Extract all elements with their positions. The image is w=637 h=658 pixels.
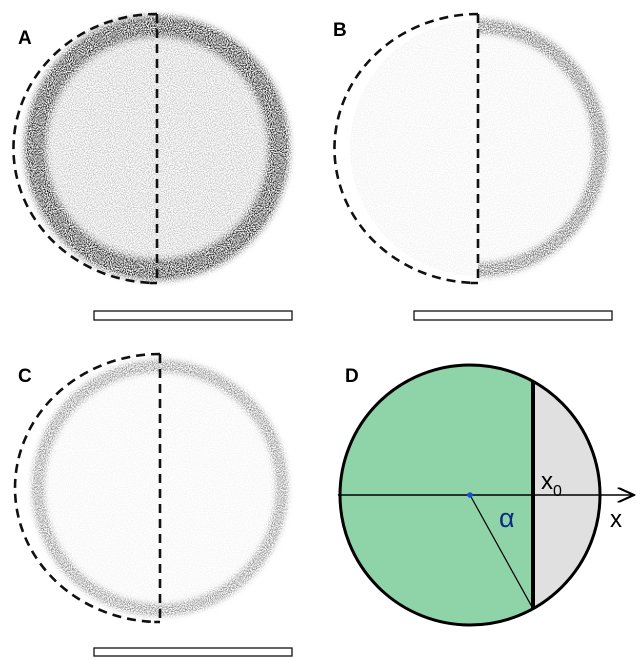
angle-label: α xyxy=(499,503,515,533)
panel-label: B xyxy=(333,20,347,41)
scale-bar xyxy=(94,311,292,320)
axis-label: x xyxy=(610,506,622,533)
micrograph-a xyxy=(29,20,285,276)
panel-b: B xyxy=(333,14,612,320)
panel-label: D xyxy=(345,366,359,387)
panel-label: C xyxy=(18,366,32,387)
micrograph-b xyxy=(350,20,606,276)
center-point xyxy=(467,492,473,498)
figure: A B C x0 α x D xyxy=(0,0,637,658)
panel-a: A xyxy=(13,14,292,320)
scale-bar xyxy=(94,648,292,656)
panel-d: x0 α x D xyxy=(338,365,634,625)
panel-c: C xyxy=(15,354,292,656)
panel-label: A xyxy=(18,28,32,49)
micrograph-c xyxy=(32,360,288,616)
scale-bar xyxy=(414,311,612,320)
